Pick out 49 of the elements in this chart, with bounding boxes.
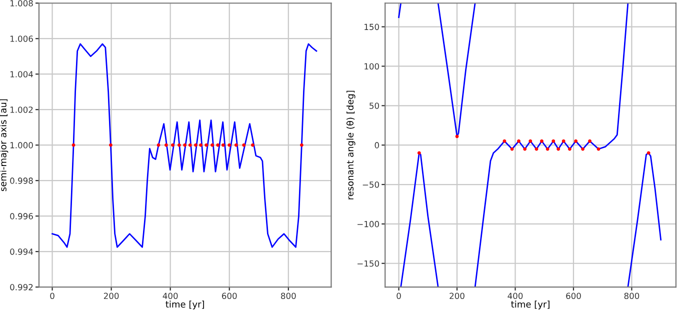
x-axis-title: time [yr]: [166, 300, 204, 310]
point: [540, 139, 544, 143]
y-tick-label: 1.004: [10, 71, 33, 78]
point: [581, 147, 584, 151]
x-tick-label: 400: [508, 292, 523, 300]
point: [502, 139, 506, 143]
y-tick-label: 1.000: [10, 142, 33, 148]
line-series: [474, 3, 629, 288]
y-tick-label: 1.006: [10, 36, 33, 42]
line-series: [400, 152, 439, 288]
y-tick-label: 1.008: [10, 0, 33, 6]
y-axis-title: resonant angle (θ) [deg]: [346, 90, 356, 200]
x-tick-label: 0: [396, 292, 401, 300]
y-tick-label: 100: [364, 63, 379, 70]
x-axis-title: time [yr]: [511, 300, 550, 310]
point: [568, 147, 572, 151]
y-tick-label: −100: [358, 220, 379, 228]
line-series: [437, 3, 476, 138]
point: [523, 147, 527, 151]
point: [574, 139, 578, 143]
y-tick-label: 0.992: [10, 284, 33, 290]
x-tick-label: 200: [450, 292, 464, 300]
y-tick-label: 0: [374, 142, 379, 148]
x-tick-label: 600: [222, 292, 237, 300]
x-tick-label: 400: [162, 292, 178, 300]
point: [528, 139, 532, 143]
point: [417, 151, 421, 155]
y-tick-label: −50: [362, 181, 379, 188]
point: [455, 134, 459, 138]
point: [517, 139, 520, 143]
line-series: [627, 152, 662, 288]
point: [562, 139, 566, 143]
line-series: [52, 43, 318, 248]
point: [588, 139, 592, 143]
y-tick-label: 50: [370, 102, 379, 109]
point: [646, 151, 650, 155]
x-tick-label: 800: [624, 292, 640, 300]
point: [556, 147, 560, 151]
x-tick-label: 800: [281, 292, 296, 300]
y-tick-label: 1.002: [10, 106, 33, 113]
y-tick-label: 0.994: [10, 248, 33, 255]
y-tick-label: −150: [358, 260, 379, 267]
x-tick-label: 600: [566, 292, 581, 300]
x-tick-label: 200: [104, 292, 119, 300]
point: [552, 139, 556, 143]
y-tick-label: 0.998: [10, 178, 33, 184]
y-tick-label: 150: [364, 24, 379, 30]
y-tick-label: 0.996: [10, 213, 33, 220]
x-tick-label: 0: [50, 292, 54, 300]
